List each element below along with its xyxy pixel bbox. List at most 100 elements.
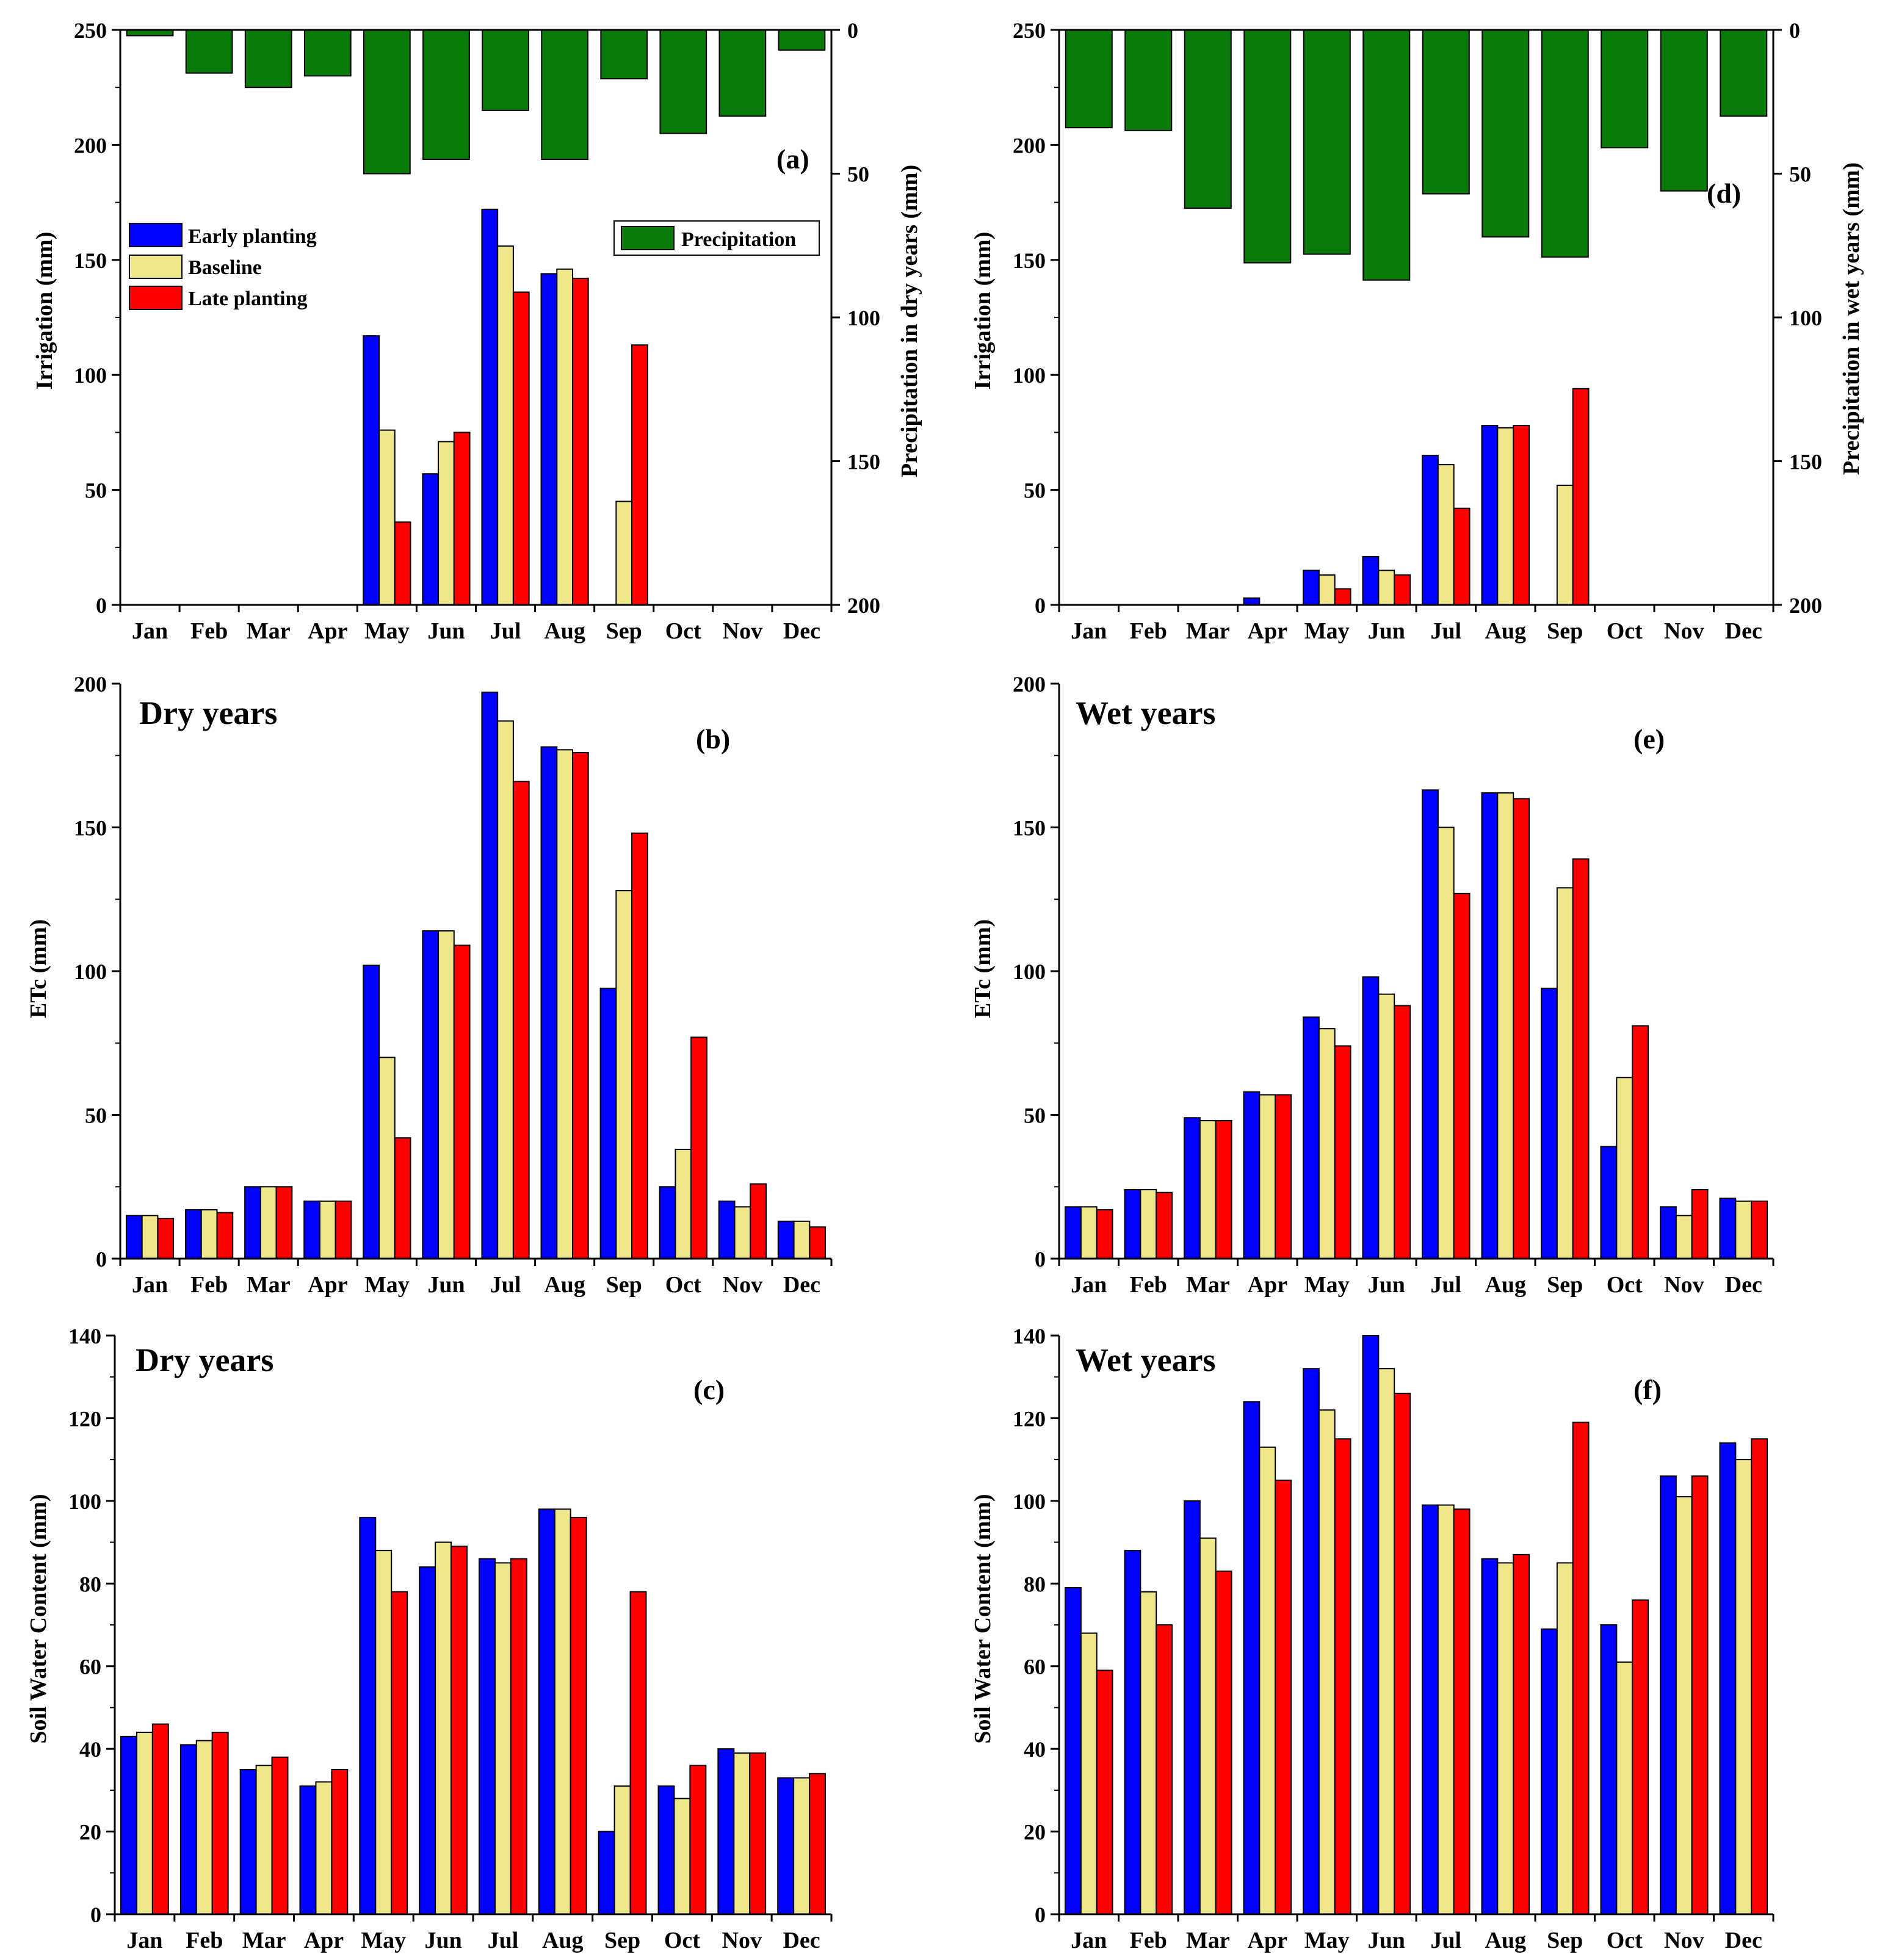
panel-b-ytick-label-150: 150 [74,816,107,841]
panel-e-bars [1064,789,1768,1260]
panel-b-bar-baseline-dec [793,1220,811,1260]
panel-c-bar-early-jan [120,1735,137,1915]
panel-e-axes: 0 50 100 150 200 Jan Feb Mar Apr May Jun Jul Aug Sep O… [1013,672,1775,1298]
panel-c-bar-late-sep [629,1591,647,1915]
panel-a-precip-bar-oct [659,29,707,134]
panel-c-bar-late-feb [211,1732,229,1915]
panel-d-precip-bar-sep [1541,29,1589,258]
panel-e-bar-baseline-oct [1616,1077,1634,1260]
panel-e-bar-baseline-jul [1437,826,1455,1259]
panel-f-bar-late-sep [1572,1422,1590,1915]
panel-a-ytick-label-150: 150 [74,248,107,273]
panel-e-bar-late-nov [1691,1188,1709,1259]
panel-b-xtick-label-mar: Mar [247,1272,291,1298]
panel-a-precip-bar-jul [482,29,529,111]
panel-e-title: Wet years [1076,695,1215,731]
panel-b-bar-late-oct [690,1036,707,1259]
panel-a-precip-bar-nov [718,29,767,117]
panel-f-xtick-label-oct: Oct [1607,1928,1643,1953]
panel-b-bar-baseline-apr [319,1200,336,1260]
panel-f-bar-late-jan [1096,1669,1113,1915]
panel-f-bar-early-jan [1064,1587,1082,1915]
panel-b-bar-baseline-nov [734,1206,751,1259]
panel-d-ytick-label-150: 150 [1013,248,1046,273]
panel-a-ytick2-label-0: 0 [847,18,858,43]
panel-f-xtick-label-apr: Apr [1248,1928,1288,1953]
panel-f-bar-late-may [1334,1438,1351,1915]
panel-f-bar-early-nov [1659,1475,1677,1915]
panel-f-bar-baseline-apr [1259,1446,1276,1915]
panel-f-xtick-label-may: May [1304,1928,1350,1953]
panel-c-bar-late-may [391,1591,408,1915]
panel-c-bar-baseline-oct [673,1798,691,1915]
panel-d-xtick-label-dec: Dec [1725,618,1762,644]
panel-f-bar-late-nov [1691,1475,1709,1915]
panel-a-ytick2-label-200: 200 [847,593,880,618]
panel-d-xtick-label-may: May [1304,618,1350,644]
panel-e-bar-early-feb [1124,1188,1141,1259]
panel-e-bar-late-mar [1215,1119,1232,1260]
panel-f-ytick-label-120: 120 [1013,1406,1046,1431]
panel-e-bar-early-aug [1481,792,1499,1259]
panel-d-ytick-label-100: 100 [1013,363,1046,388]
panel-f-bar-early-jul [1421,1504,1439,1915]
panel-b-bar-early-aug [540,746,558,1259]
panel-d-bar-baseline-sep [1556,485,1574,606]
panel-b-bar-late-sep [631,832,648,1260]
panel-f-bar-baseline-feb [1140,1591,1157,1915]
panel-d-precip-bar-may [1303,29,1351,255]
panel-c-bar-baseline-apr [315,1781,333,1915]
panel-b-bar-early-jun [422,930,440,1260]
panel-f-ytick-label-80: 80 [1024,1572,1046,1596]
panel-d-precip-bar-jun [1362,29,1411,281]
panel-c-bar-late-apr [331,1769,349,1915]
panel-e-bar-late-dec [1751,1200,1768,1260]
panel-f-ytick-label-40: 40 [1024,1737,1046,1762]
panel-e-bar-early-dec [1719,1198,1737,1259]
panel-a-bar-late-jun [453,432,471,606]
legend-label-baseline: Baseline [188,256,262,279]
panel-e-xtick-label-aug: Aug [1485,1272,1526,1298]
panel-f-bar-late-apr [1275,1480,1292,1915]
panel-b-label: (b) [696,723,730,754]
panel-f-bar-early-jun [1362,1335,1380,1915]
panel-c-bar-late-mar [271,1756,289,1915]
panel-f-ytick-label-20: 20 [1024,1820,1046,1845]
panel-a-xtick-label-jul: Jul [490,618,521,644]
panel-e-bar-early-mar [1183,1117,1201,1259]
panel-b-bar-late-nov [750,1183,767,1260]
panel-b-bar-late-feb [216,1212,234,1260]
panel-f-xtick-label-mar: Mar [1186,1928,1230,1953]
panel-d-ytick2-label-150: 150 [1789,450,1822,474]
panel-b-xtick-label-jul: Jul [490,1272,521,1298]
panel-b-xtick-label-dec: Dec [783,1272,820,1298]
panel-c-ytick-label-40: 40 [79,1737,101,1762]
panel-e: 0 50 100 150 200 Jan Feb Mar Apr May Jun Jul Aug Sep O… [970,672,1775,1298]
panel-b-bar-late-jun [453,944,471,1259]
panel-e-xtick-label-jan: Jan [1071,1272,1107,1298]
panel-e-bar-early-oct [1600,1146,1618,1260]
panel-b-xtick-label-nov: Nov [723,1272,762,1298]
panel-c: 0 20 40 60 80 100 120 140 Jan Feb Mar Apr May Jun Jul A… [26,1324,833,1953]
legend-swatch-early [129,223,183,247]
panel-e-bar-late-sep [1572,858,1590,1260]
panel-d-precip-bar-nov [1660,29,1708,192]
panel-a-xtick-label-dec: Dec [783,618,820,644]
panel-a-xtick-label-aug: Aug [544,618,585,644]
panel-c-bar-baseline-jul [494,1562,512,1915]
panel-f-ytick-label-60: 60 [1024,1655,1046,1679]
panel-a-xtick-label-may: May [364,618,410,644]
panel-d-precip-bar-jul [1422,29,1470,195]
panel-b-bar-late-jul [512,781,530,1259]
panel-c-bar-late-jun [450,1546,468,1915]
panel-e-xtick-label-mar: Mar [1186,1272,1230,1298]
panel-e-bar-late-jul [1453,892,1471,1259]
panel-a-bar-early-aug [540,273,558,606]
panel-e-xtick-label-apr: Apr [1248,1272,1288,1298]
panel-a-bar-early-jun [422,473,440,606]
panel-e-ytick-label-150: 150 [1013,816,1046,841]
panel-f-bar-late-jun [1394,1392,1411,1915]
panel-a-xtick-label-jan: Jan [132,618,168,644]
panel-d-xtick-label-nov: Nov [1664,618,1704,644]
panel-d-precip-bar-feb [1124,29,1173,131]
